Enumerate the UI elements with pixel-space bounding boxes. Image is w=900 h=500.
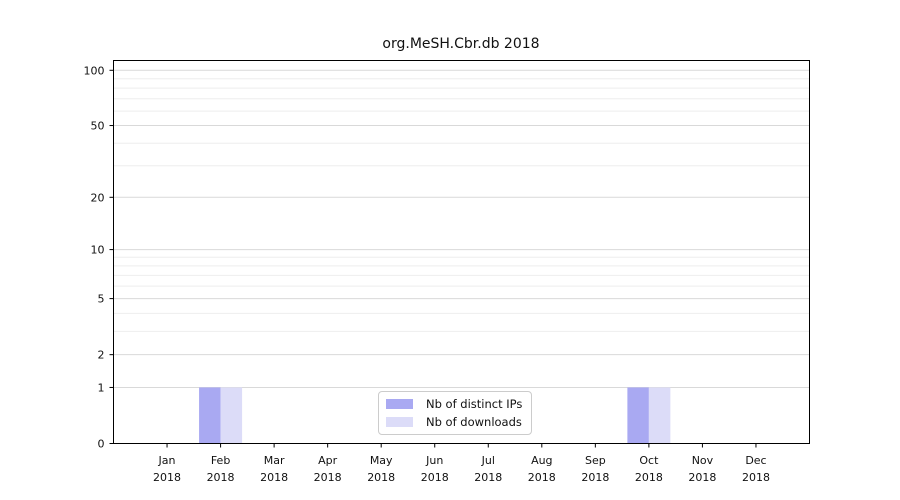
bar-feb-distinct-ips bbox=[199, 387, 221, 444]
x-tick-label-month: Jun bbox=[425, 454, 443, 467]
y-tick-label: 2 bbox=[98, 349, 105, 362]
x-tick-label-year: 2018 bbox=[421, 471, 449, 484]
plot-box bbox=[113, 60, 810, 444]
y-tick-label: 0 bbox=[98, 438, 105, 451]
y-tick-label: 50 bbox=[91, 120, 105, 133]
x-tick-label-year: 2018 bbox=[367, 471, 395, 484]
x-tick-label-month: Jul bbox=[481, 454, 495, 467]
chart-title: org.MeSH.Cbr.db 2018 bbox=[382, 36, 540, 52]
x-tick-label-year: 2018 bbox=[260, 471, 288, 484]
y-tick-label: 1 bbox=[98, 381, 105, 394]
legend-item-distinct-ips: Nb of distinct IPs bbox=[386, 397, 522, 411]
legend-label-downloads: Nb of downloads bbox=[426, 415, 522, 429]
bar-feb-downloads bbox=[220, 387, 243, 444]
legend-label-distinct-ips: Nb of distinct IPs bbox=[426, 397, 523, 411]
x-tick-label-month: Aug bbox=[531, 454, 552, 467]
x-tick-label-month: Sep bbox=[585, 454, 606, 467]
x-tick-label-month: Oct bbox=[639, 454, 659, 467]
x-tick-label-month: Jan bbox=[158, 454, 176, 467]
legend: Nb of distinct IPs Nb of downloads bbox=[378, 391, 533, 435]
x-tick-label-month: Dec bbox=[745, 454, 766, 467]
bar-oct-distinct-ips bbox=[627, 387, 649, 444]
x-tick-label-year: 2018 bbox=[742, 471, 770, 484]
y-tick-label: 5 bbox=[98, 293, 105, 306]
x-tick-label-year: 2018 bbox=[581, 471, 609, 484]
legend-swatch-downloads bbox=[386, 417, 413, 427]
y-tick-label: 20 bbox=[91, 191, 105, 204]
x-tick-label-month: Feb bbox=[211, 454, 230, 467]
y-tick-label: 100 bbox=[84, 64, 105, 77]
x-tick-label-year: 2018 bbox=[688, 471, 716, 484]
x-tick-label-year: 2018 bbox=[207, 471, 235, 484]
x-tick-label-month: Mar bbox=[264, 454, 285, 467]
x-tick-label-year: 2018 bbox=[314, 471, 342, 484]
bar-oct-downloads bbox=[648, 387, 671, 444]
x-tick-label-month: May bbox=[370, 454, 393, 467]
legend-item-downloads: Nb of downloads bbox=[386, 415, 522, 429]
y-tick-label: 10 bbox=[91, 244, 105, 257]
x-tick-label-year: 2018 bbox=[474, 471, 502, 484]
legend-swatch-distinct-ips bbox=[386, 399, 413, 409]
x-tick-label-year: 2018 bbox=[153, 471, 181, 484]
x-tick-label-month: Nov bbox=[692, 454, 714, 467]
x-tick-label-month: Apr bbox=[318, 454, 338, 467]
x-tick-label-year: 2018 bbox=[635, 471, 663, 484]
x-tick-label-year: 2018 bbox=[528, 471, 556, 484]
